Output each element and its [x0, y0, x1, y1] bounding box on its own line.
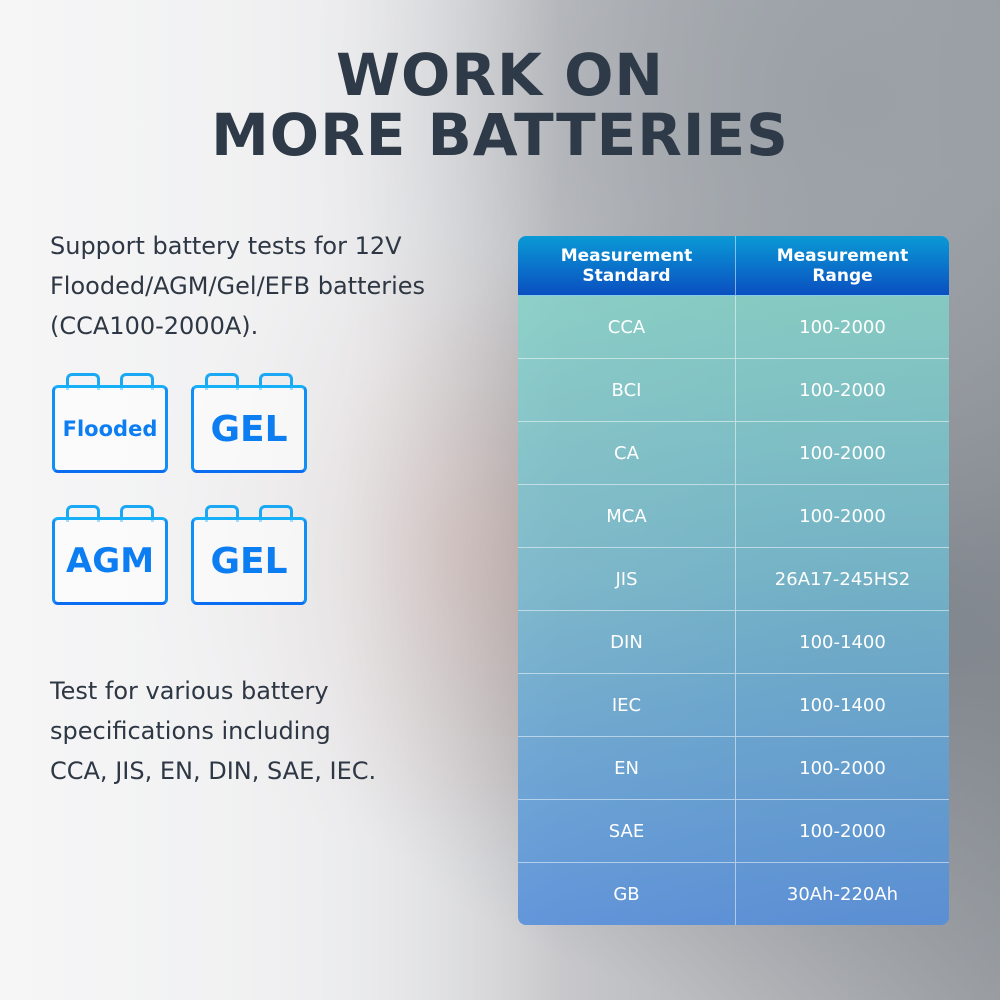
standard-cell: IEC [518, 673, 736, 737]
table-row: CA 100-2000 [518, 421, 949, 485]
battery-label: AGM [52, 517, 168, 605]
spec-text: Test for various battery specifications … [50, 671, 376, 791]
spec-line: CCA, JIS, EN, DIN, SAE, IEC. [50, 757, 377, 785]
background-fade [0, 0, 560, 1000]
standard-cell: GB [518, 862, 736, 925]
headline-line-2: MORE BATTERIES [211, 101, 789, 169]
spec-line: specifications including [50, 717, 331, 745]
range-cell: 100-2000 [735, 295, 949, 359]
range-cell: 100-2000 [735, 799, 949, 863]
table-row: CCA 100-2000 [518, 295, 949, 359]
battery-label: GEL [191, 517, 307, 605]
intro-line: Flooded/AGM/Gel/EFB batteries [50, 272, 426, 300]
table-row: GB 30Ah-220Ah [518, 862, 949, 925]
range-cell: 100-2000 [735, 358, 949, 422]
battery-label: GEL [191, 385, 307, 473]
battery-icon-gel: GEL [191, 373, 307, 473]
table-row: MCA 100-2000 [518, 484, 949, 548]
standard-cell: JIS [518, 547, 736, 611]
range-cell: 100-1400 [735, 673, 949, 737]
standard-cell: CA [518, 421, 736, 485]
header-range: Measurement Range [735, 236, 949, 296]
standard-cell: MCA [518, 484, 736, 548]
intro-line: (CCA100-2000A). [50, 312, 259, 340]
header-standard: Measurement Standard [518, 236, 736, 296]
spec-line: Test for various battery [50, 677, 329, 705]
range-cell: 100-2000 [735, 484, 949, 548]
table-row: JIS 26A17-245HS2 [518, 547, 949, 611]
battery-label: Flooded [52, 385, 168, 473]
range-cell: 100-2000 [735, 421, 949, 485]
range-cell: 100-1400 [735, 610, 949, 674]
table-header-row: Measurement Standard Measurement Range [518, 236, 949, 296]
standard-cell: DIN [518, 610, 736, 674]
standard-cell: BCI [518, 358, 736, 422]
headline-line-1: WORK ON [336, 41, 664, 109]
battery-icon-flooded: Flooded [52, 373, 168, 473]
battery-icon-gel: GEL [191, 505, 307, 605]
table-row: EN 100-2000 [518, 736, 949, 800]
range-cell: 26A17-245HS2 [735, 547, 949, 611]
table-row: IEC 100-1400 [518, 673, 949, 737]
standard-cell: SAE [518, 799, 736, 863]
range-cell: 30Ah-220Ah [735, 862, 949, 925]
intro-text: Support battery tests for 12V Flooded/AG… [50, 226, 425, 346]
standard-cell: EN [518, 736, 736, 800]
measurement-table: Measurement Standard Measurement Range CCA… [518, 236, 949, 925]
table-row: BCI 100-2000 [518, 358, 949, 422]
table-row: SAE 100-2000 [518, 799, 949, 863]
range-cell: 100-2000 [735, 736, 949, 800]
intro-line: Support battery tests for 12V [50, 232, 402, 260]
standard-cell: CCA [518, 295, 736, 359]
battery-icon-agm: AGM [52, 505, 168, 605]
table-row: DIN 100-1400 [518, 610, 949, 674]
